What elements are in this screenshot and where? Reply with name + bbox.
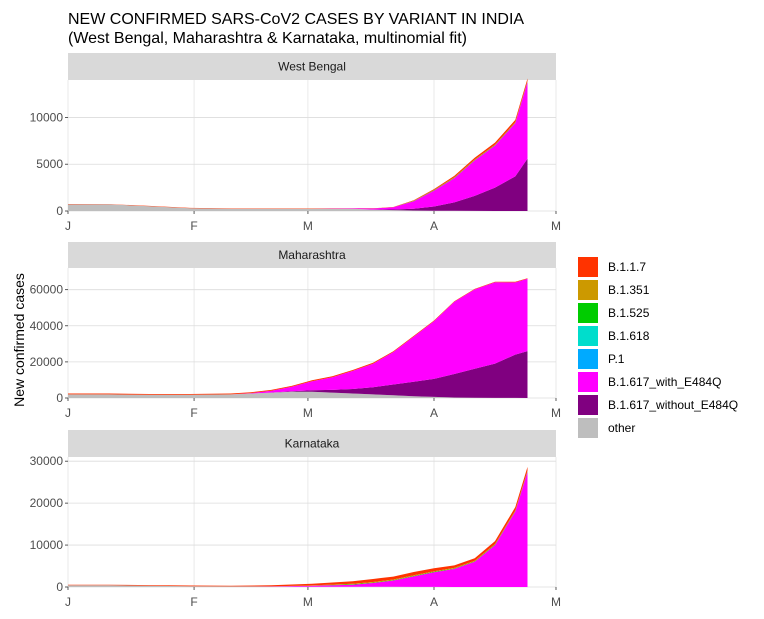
legend-label: P.1 — [608, 351, 625, 366]
x-tick-label-west-bengal-2: M — [303, 219, 313, 233]
x-tick-label-karnataka-2: M — [303, 595, 313, 609]
x-tick-label-maharashtra-4: M — [551, 406, 561, 420]
y-tick-label-maharashtra-2: 40000 — [30, 319, 64, 333]
legend-swatch — [578, 279, 598, 300]
legend-label: B.1.351 — [608, 282, 650, 297]
x-tick-label-karnataka-3: A — [430, 595, 438, 609]
y-tick-label-maharashtra-0: 0 — [56, 391, 63, 405]
legend-label: B.1.617_with_E484Q — [608, 374, 722, 389]
x-tick-label-west-bengal-1: F — [190, 219, 197, 233]
chart-title-line2: (West Bengal, Maharashtra & Karnataka, m… — [68, 30, 467, 47]
x-tick-label-maharashtra-2: M — [303, 406, 313, 420]
area-maharashtra-b-1-617-without-e484q — [68, 351, 528, 398]
y-tick-label-maharashtra-3: 60000 — [30, 283, 64, 297]
y-tick-label-west-bengal-0: 0 — [56, 204, 63, 218]
y-axis-label-wrap: New confirmed cases — [4, 0, 27, 619]
y-tick-label-karnataka-2: 20000 — [30, 496, 64, 510]
legend-label: other — [608, 420, 636, 435]
x-tick-label-maharashtra-1: F — [190, 406, 197, 420]
x-tick-label-karnataka-4: M — [551, 595, 561, 609]
area-west-bengal-other — [68, 204, 528, 211]
y-tick-label-maharashtra-1: 20000 — [30, 355, 64, 369]
panel-title-west-bengal: West Bengal — [278, 60, 346, 74]
legend-swatch — [578, 417, 598, 438]
y-tick-label-karnataka-3: 30000 — [30, 454, 64, 468]
legend-label: B.1.525 — [608, 305, 650, 320]
panel-strip-maharashtra — [68, 242, 556, 268]
legend-swatch — [578, 371, 598, 392]
area-maharashtra-other — [68, 391, 528, 398]
y-tick-label-west-bengal-1: 5000 — [36, 157, 63, 171]
y-tick-label-karnataka-1: 10000 — [30, 538, 64, 552]
area-west-bengal-b-1-617-without-e484q — [68, 158, 528, 211]
panel-strip-west-bengal — [68, 53, 556, 80]
legend-item: B.1.617_without_E484Q — [578, 393, 738, 416]
chart-title-line1: NEW CONFIRMED SARS-CoV2 CASES BY VARIANT… — [68, 11, 525, 28]
panel-title-maharashtra: Maharashtra — [278, 248, 346, 262]
legend-label: B.1.617_without_E484Q — [608, 397, 739, 412]
area-west-bengal-b-1-617-with-e484q — [68, 81, 528, 210]
x-tick-label-maharashtra-0: J — [65, 406, 71, 420]
legend-swatch — [578, 325, 598, 346]
legend-swatch — [578, 394, 598, 415]
area-karnataka-other — [68, 585, 528, 587]
legend-label: B.1.618 — [608, 328, 650, 343]
x-tick-label-maharashtra-3: A — [430, 406, 438, 420]
chart-title: NEW CONFIRMED SARS-CoV2 CASES BY VARIANT… — [68, 10, 524, 48]
area-karnataka-b-1-617-with-e484q — [68, 471, 528, 587]
y-axis-label: New confirmed cases — [11, 273, 27, 407]
area-maharashtra-b-1-617-with-e484q — [68, 278, 528, 395]
legend-item: B.1.1.7 — [578, 255, 738, 278]
x-tick-label-west-bengal-0: J — [65, 219, 71, 233]
legend-item: other — [578, 416, 738, 439]
x-tick-label-karnataka-1: F — [190, 595, 197, 609]
legend: B.1.1.7 B.1.351 B.1.525 B.1.618 P.1 B.1.617_w… — [578, 255, 738, 439]
legend-item: B.1.351 — [578, 278, 738, 301]
legend-swatch — [578, 302, 598, 323]
legend-item: B.1.617_with_E484Q — [578, 370, 738, 393]
panel-strip-karnataka — [68, 430, 556, 457]
panel-title-karnataka: Karnataka — [285, 437, 340, 451]
legend-swatch — [578, 348, 598, 369]
legend-swatch — [578, 256, 598, 277]
legend-item: P.1 — [578, 347, 738, 370]
legend-item: B.1.618 — [578, 324, 738, 347]
legend-item: B.1.525 — [578, 301, 738, 324]
y-tick-label-karnataka-0: 0 — [56, 580, 63, 594]
x-tick-label-west-bengal-4: M — [551, 219, 561, 233]
legend-label: B.1.1.7 — [608, 259, 647, 274]
x-tick-label-west-bengal-3: A — [430, 219, 438, 233]
y-tick-label-west-bengal-2: 10000 — [30, 110, 64, 124]
x-tick-label-karnataka-0: J — [65, 595, 71, 609]
